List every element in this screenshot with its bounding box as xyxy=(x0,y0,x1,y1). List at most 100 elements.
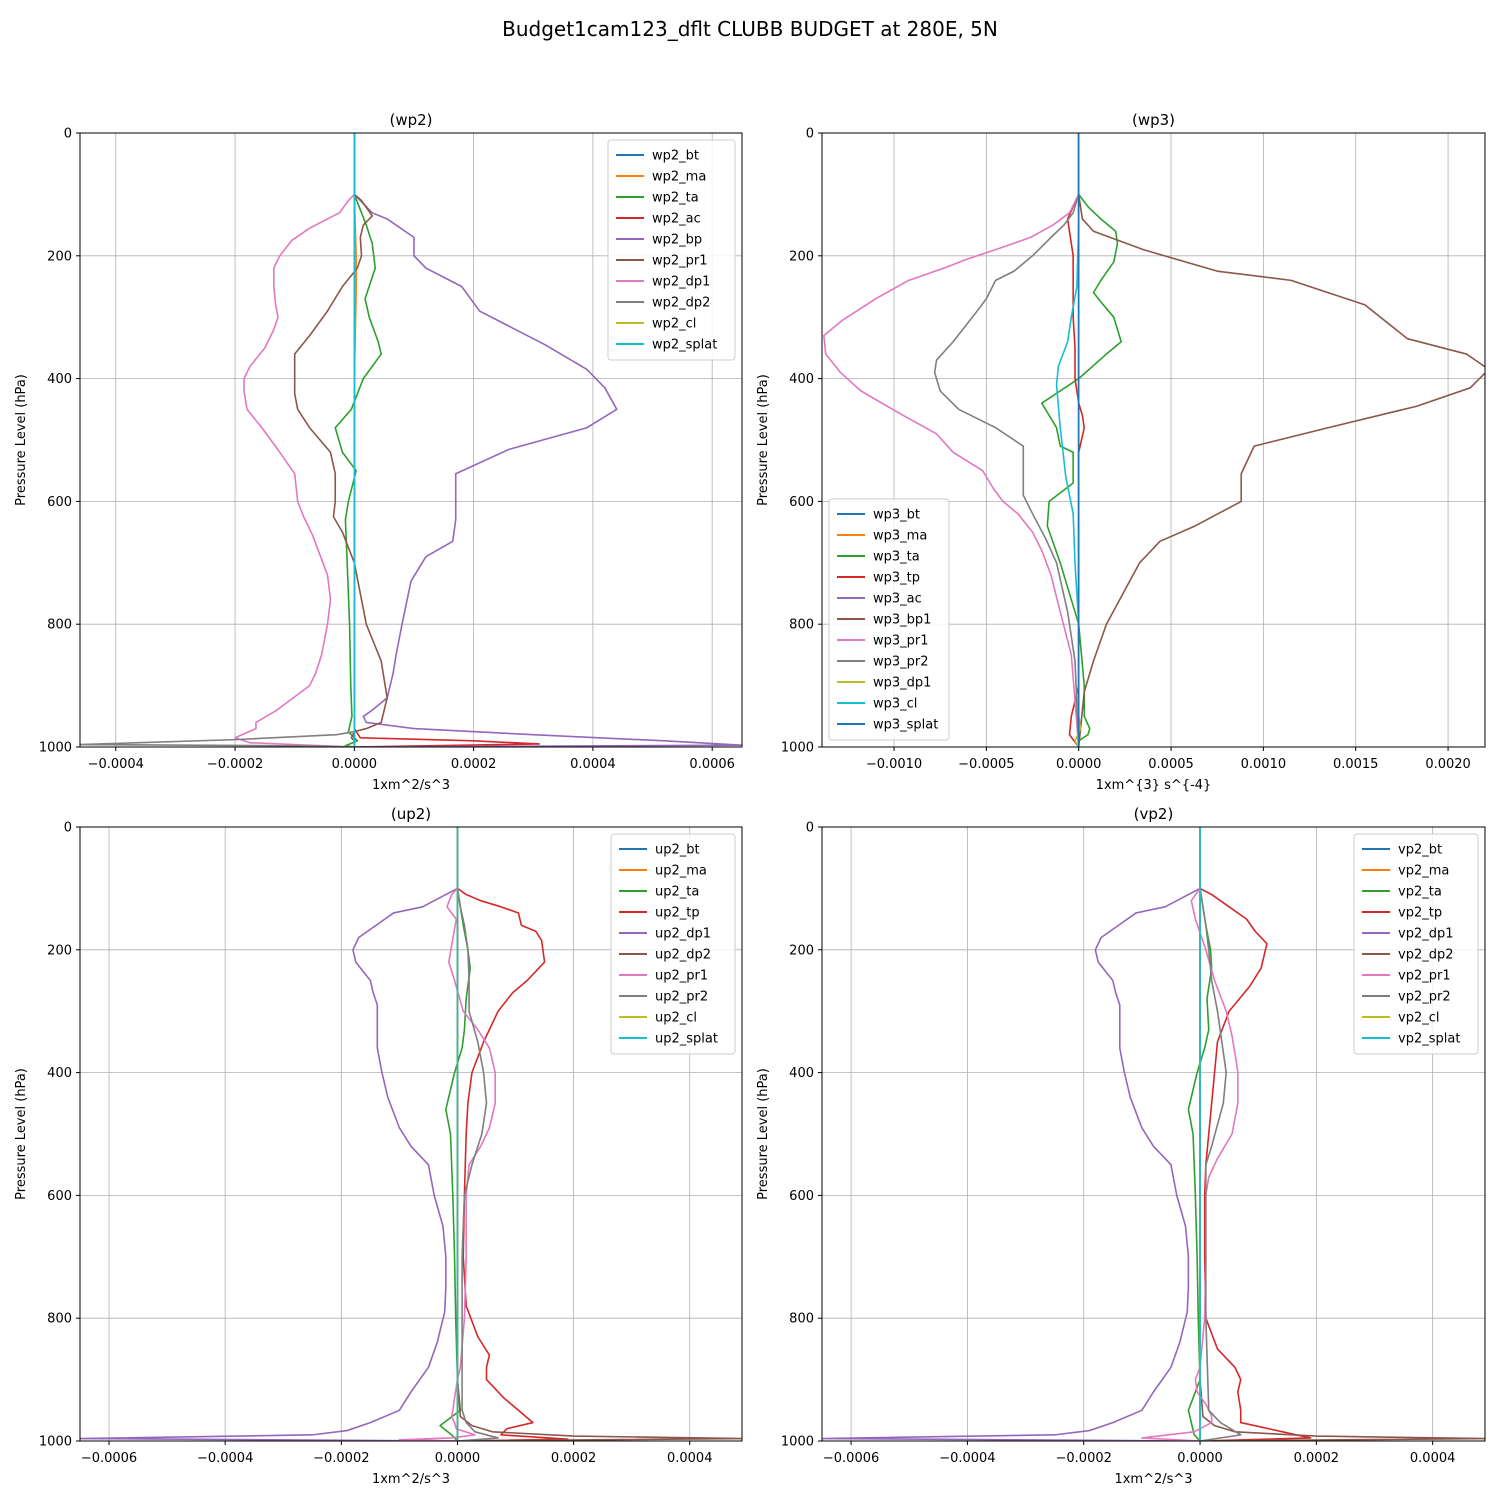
series-group xyxy=(822,827,1485,1441)
series-line-wp2_ac xyxy=(353,133,541,747)
chart-title: (vp2) xyxy=(1134,805,1174,823)
x-tick-label: 0.0006 xyxy=(689,757,735,772)
x-tick-label: 0.0002 xyxy=(451,757,497,772)
chart-panel-2: −0.0010 −0.0005 0.0000 0.0005 0.0010 0.0015 0.… xyxy=(756,111,1486,793)
axes-frame xyxy=(79,132,743,748)
x-tick-label: −0.0002 xyxy=(1056,1451,1112,1466)
legend-label-up2_tp: up2_tp xyxy=(655,906,700,921)
legend-label-up2_dp2: up2_dp2 xyxy=(655,948,711,963)
chart-title: (wp2) xyxy=(389,111,432,129)
y-axis-label: Pressure Level (hPa) xyxy=(14,1068,29,1200)
legend: up2_bt up2_ma up2_ta up2_tp up2_dp1 up2_dp2up… xyxy=(610,833,736,1055)
series-line-vp2_pr1 xyxy=(1141,827,1239,1441)
figure-title: Budget1cam123_dflt CLUBB BUDGET at 280E,… xyxy=(502,17,998,41)
y-tick-label: 600 xyxy=(47,1189,72,1204)
series-line-wp3_dp1 xyxy=(1074,133,1082,747)
series-line-up2_tp xyxy=(456,827,569,1441)
y-tick-label: 400 xyxy=(47,1066,72,1081)
x-tick-label: 0.0010 xyxy=(1241,757,1287,772)
y-tick-label: 600 xyxy=(47,495,72,510)
x-tick-label: −0.0006 xyxy=(81,1451,137,1466)
legend-box xyxy=(610,833,736,1055)
legend-label-vp2_bt: vp2_bt xyxy=(1398,843,1442,858)
x-tick-label: 0.0005 xyxy=(1148,757,1194,772)
x-tick-label: 0.0000 xyxy=(332,757,378,772)
y-tick-label: 800 xyxy=(47,1312,72,1327)
y-tick-label: 0 xyxy=(64,127,72,142)
series-line-up2_pr2 xyxy=(456,827,499,1441)
x-tick-label: −0.0002 xyxy=(207,757,263,772)
y-axis-label: Pressure Level (hPa) xyxy=(14,374,29,506)
x-tick-label: 0.0020 xyxy=(1425,757,1471,772)
x-tick-label: 0.0004 xyxy=(570,757,616,772)
y-tick-label: 600 xyxy=(789,495,814,510)
legend-label-vp2_ma: vp2_ma xyxy=(1398,864,1449,879)
legend-label-wp2_cl: wp2_cl xyxy=(652,317,696,332)
y-tick-label: 1000 xyxy=(781,741,814,756)
chart-panel-3: −0.0006 −0.0004 −0.0002 0.0000 0.0002 0.0004 0… xyxy=(14,805,743,1487)
legend-label-wp2_ma: wp2_ma xyxy=(652,170,706,185)
x-axis-label: 1xm^{3} s^{-4} xyxy=(1096,778,1212,793)
x-tick-label: 0.0000 xyxy=(1056,757,1102,772)
legend-label-wp2_ac: wp2_ac xyxy=(652,212,701,227)
x-tick-label: 0.0000 xyxy=(1177,1451,1223,1466)
legend: wp2_bt wp2_ma wp2_ta wp2_ac wp2_bp wp2_pr1 wp2… xyxy=(607,139,736,361)
x-tick-label: 0.0004 xyxy=(667,1451,713,1466)
chart-panel-1: −0.0004 −0.0002 0.0000 0.0002 0.0004 0.0006 0 2… xyxy=(14,111,743,793)
legend-label-vp2_pr1: vp2_pr1 xyxy=(1398,969,1451,984)
legend-label-wp2_splat: wp2_splat xyxy=(652,338,717,353)
y-tick-label: 600 xyxy=(789,1189,814,1204)
y-tick-label: 0 xyxy=(806,127,814,142)
y-tick-label: 200 xyxy=(47,943,72,958)
legend-box xyxy=(607,139,736,361)
legend-label-wp3_pr1: wp3_pr1 xyxy=(873,634,929,649)
chart-title: (wp3) xyxy=(1132,111,1175,129)
x-tick-label: 0.0015 xyxy=(1333,757,1379,772)
legend-label-wp3_dp1: wp3_dp1 xyxy=(873,676,931,691)
axes-frame xyxy=(79,826,743,1442)
legend-label-wp3_ac: wp3_ac xyxy=(873,592,922,607)
x-tick-label: −0.0010 xyxy=(866,757,922,772)
legend-label-up2_ma: up2_ma xyxy=(655,864,707,879)
legend-label-wp2_bt: wp2_bt xyxy=(652,149,699,164)
y-tick-label: 400 xyxy=(789,1066,814,1081)
legend-label-wp3_bt: wp3_bt xyxy=(873,508,920,523)
series-line-wp3_cl xyxy=(1055,133,1080,747)
x-tick-label: 0.0000 xyxy=(435,1451,481,1466)
x-tick-label: −0.0005 xyxy=(958,757,1014,772)
series-line-wp3_bp1 xyxy=(1077,133,1485,747)
x-axis-label: 1xm^2/s^3 xyxy=(372,778,450,793)
legend-label-vp2_splat: vp2_splat xyxy=(1398,1032,1460,1047)
y-tick-label: 1000 xyxy=(39,741,72,756)
legend-label-wp3_bp1: wp3_bp1 xyxy=(873,613,931,628)
y-tick-label: 0 xyxy=(64,821,72,836)
x-tick-label: −0.0006 xyxy=(823,1451,879,1466)
legend-label-up2_pr2: up2_pr2 xyxy=(655,990,708,1005)
legend: vp2_bt vp2_ma vp2_ta vp2_tp vp2_dp1 vp2_dp2vp… xyxy=(1353,833,1479,1055)
series-line-vp2_pr2 xyxy=(1199,827,1242,1441)
series-group xyxy=(80,133,742,747)
series-group xyxy=(823,133,1485,747)
legend-label-wp3_tp: wp3_tp xyxy=(873,571,920,586)
series-line-wp2_ta xyxy=(334,133,382,747)
series-line-wp3_pr1 xyxy=(823,133,1080,747)
legend-label-wp3_pr2: wp3_pr2 xyxy=(873,655,929,670)
y-tick-label: 200 xyxy=(789,943,814,958)
legend-label-wp3_ma: wp3_ma xyxy=(873,529,927,544)
y-tick-label: 800 xyxy=(47,618,72,633)
x-tick-label: −0.0004 xyxy=(88,757,144,772)
legend-label-wp3_cl: wp3_cl xyxy=(873,697,917,712)
y-tick-label: 1000 xyxy=(39,1435,72,1450)
legend-label-up2_dp1: up2_dp1 xyxy=(655,927,711,942)
series-line-vp2_tp xyxy=(1199,827,1312,1441)
series-line-up2_dp1 xyxy=(80,827,459,1441)
axes-frame xyxy=(821,826,1486,1442)
series-group xyxy=(80,827,742,1441)
legend-label-up2_ta: up2_ta xyxy=(655,885,699,900)
legend-label-wp3_ta: wp3_ta xyxy=(873,550,920,565)
y-tick-label: 800 xyxy=(789,618,814,633)
chart-panels: −0.0004 −0.0002 0.0000 0.0002 0.0004 0.0006 0 2… xyxy=(14,111,1486,1487)
chart-title: (up2) xyxy=(391,805,431,823)
x-axis-label: 1xm^2/s^3 xyxy=(1114,1472,1192,1487)
